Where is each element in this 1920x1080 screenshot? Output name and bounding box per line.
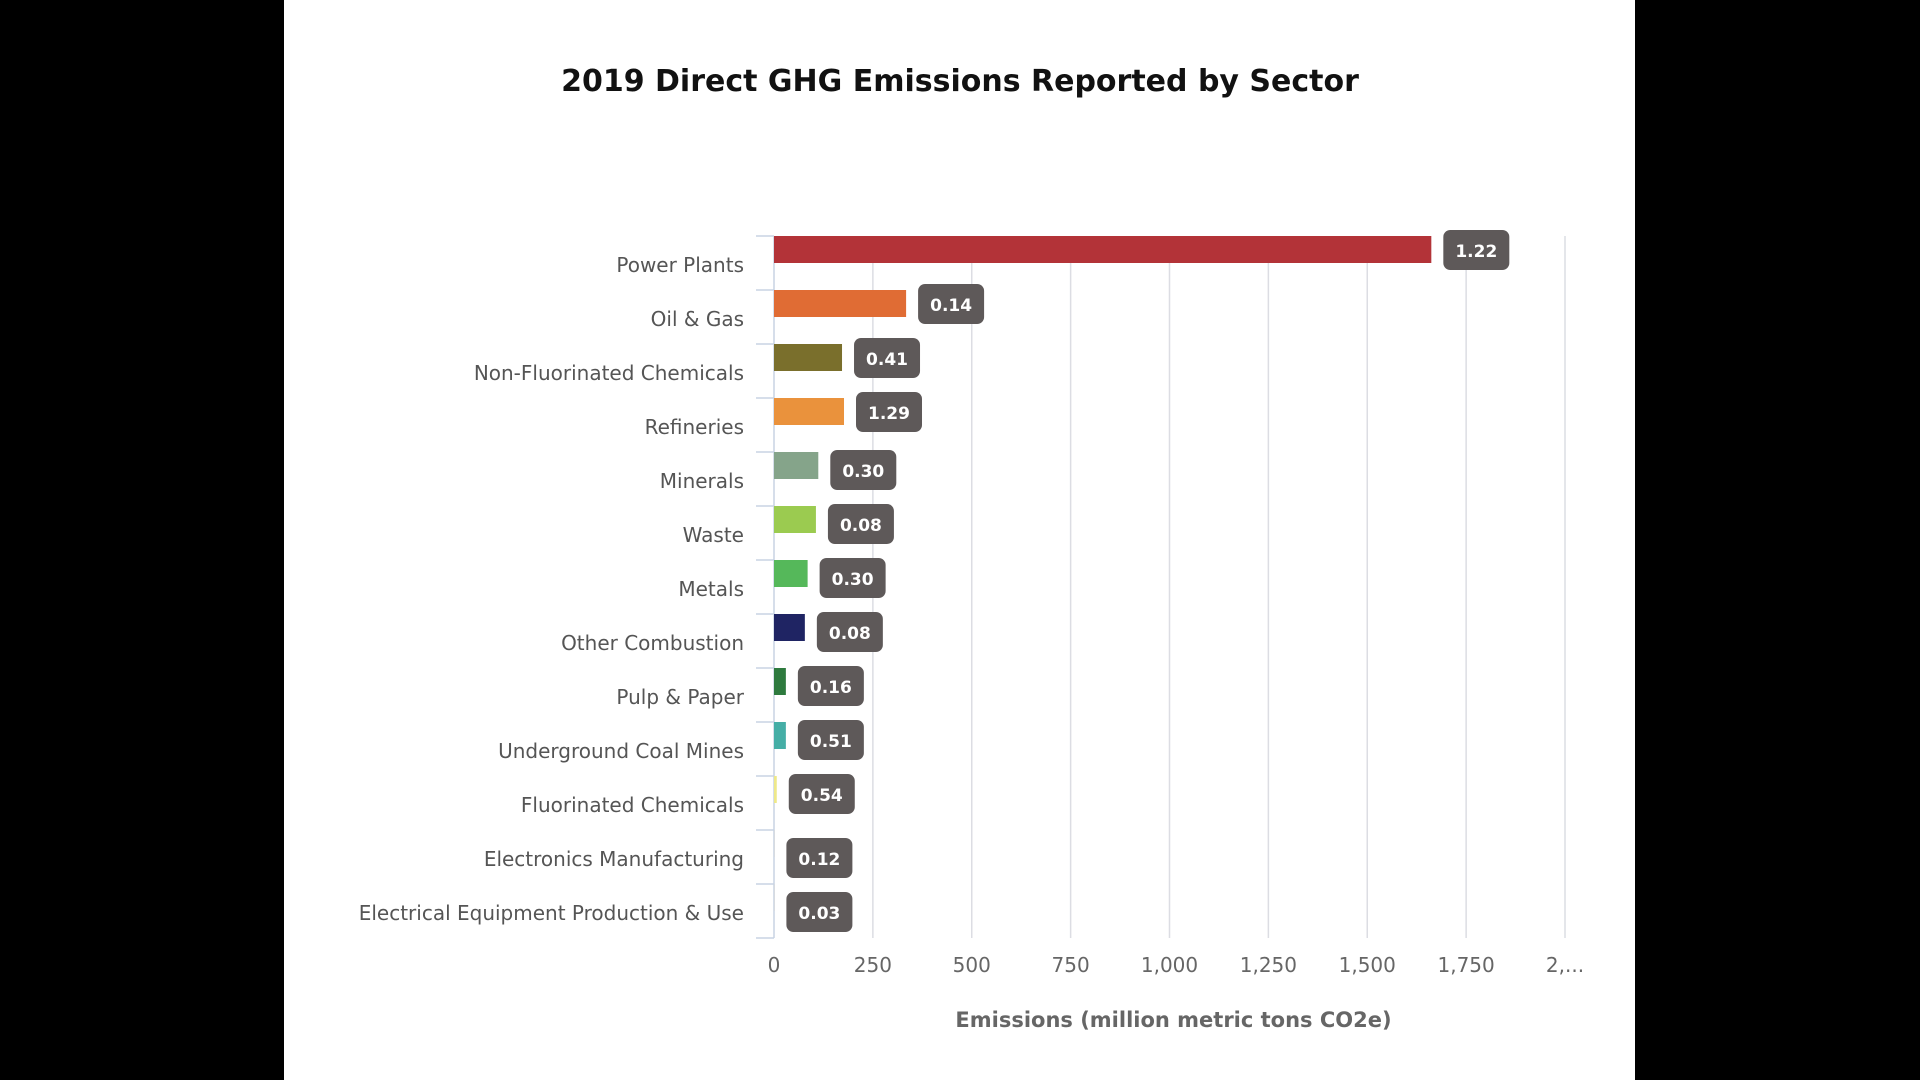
category-label: Metals (678, 577, 744, 601)
data-label-box (1443, 230, 1510, 270)
bar (774, 506, 816, 533)
x-tick-label: 750 (1052, 953, 1090, 977)
bar (774, 236, 1432, 263)
bar (774, 668, 786, 695)
data-label-box (854, 338, 921, 378)
x-tick-label: 1,750 (1437, 953, 1494, 977)
category-label: Refineries (645, 415, 744, 439)
category-label: Non-Fluorinated Chemicals (474, 361, 744, 385)
data-label: 0.54 (801, 786, 843, 806)
chart-title: 2019 Direct GHG Emissions Reported by Se… (561, 64, 1359, 99)
bar (774, 290, 907, 317)
category-label: Electrical Equipment Production & Use (359, 901, 744, 925)
data-label-box (788, 774, 855, 814)
x-tick-label: 250 (854, 953, 892, 977)
data-label-box (786, 838, 853, 878)
bar (774, 398, 845, 425)
data-label-box (786, 892, 853, 932)
data-label: 0.08 (829, 624, 871, 644)
data-label: 0.12 (798, 850, 840, 870)
data-label-box (856, 392, 923, 432)
bar (774, 776, 777, 803)
x-tick-label: 1,500 (1339, 953, 1396, 977)
x-axis-title: Emissions (million metric tons CO2e) (955, 1008, 1391, 1032)
data-label: 1.22 (1455, 242, 1497, 262)
bar (774, 452, 819, 479)
data-label: 0.08 (840, 516, 882, 536)
category-label: Waste (683, 523, 744, 547)
category-label: Other Combustion (561, 631, 744, 655)
category-label: Power Plants (616, 253, 744, 277)
data-label: 0.03 (798, 904, 840, 924)
bar (774, 614, 805, 641)
bar (774, 344, 843, 371)
data-label-box (797, 666, 864, 706)
data-label: 0.41 (866, 350, 908, 370)
category-label: Minerals (660, 469, 744, 493)
chart-panel (284, 0, 1635, 1080)
data-label: 0.51 (810, 732, 852, 752)
data-label-box (819, 558, 886, 598)
data-label-box (816, 612, 883, 652)
x-tick-label: 1,250 (1240, 953, 1297, 977)
data-label: 0.30 (832, 570, 874, 590)
x-tick-label: 500 (953, 953, 991, 977)
x-tick-label: 2,... (1546, 953, 1584, 977)
category-label: Oil & Gas (651, 307, 744, 331)
category-label: Underground Coal Mines (498, 739, 744, 763)
category-label: Fluorinated Chemicals (521, 793, 744, 817)
x-tick-label: 1,000 (1141, 953, 1198, 977)
data-label-box (797, 720, 864, 760)
x-tick-label: 0 (768, 953, 781, 977)
category-label: Electronics Manufacturing (484, 847, 744, 871)
data-label: 0.30 (842, 462, 884, 482)
category-label: Pulp & Paper (616, 685, 744, 709)
data-label: 0.14 (930, 296, 972, 316)
data-label: 1.29 (868, 404, 910, 424)
data-label-box (827, 504, 894, 544)
bar (774, 722, 786, 749)
bar (774, 560, 808, 587)
data-label-box (830, 450, 897, 490)
data-label-box (918, 284, 985, 324)
data-label: 0.16 (810, 678, 852, 698)
